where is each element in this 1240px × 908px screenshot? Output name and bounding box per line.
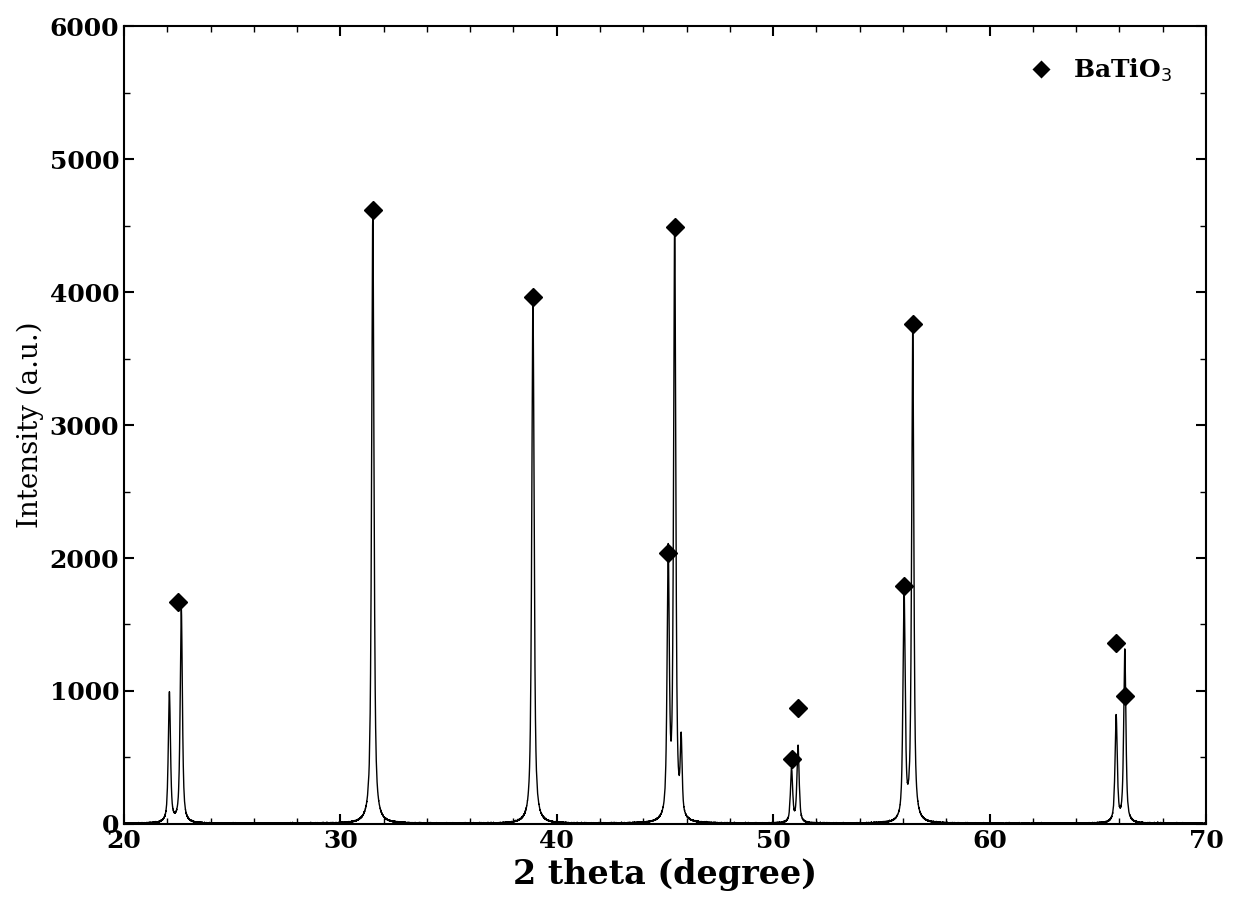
Y-axis label: Intensity (a.u.): Intensity (a.u.) [16,321,45,528]
Legend: BaTiO$_3$: BaTiO$_3$ [1006,46,1183,94]
X-axis label: 2 theta (degree): 2 theta (degree) [513,858,817,892]
